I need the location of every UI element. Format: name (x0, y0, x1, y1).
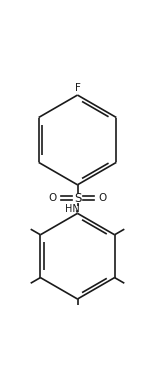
Text: F: F (75, 83, 80, 92)
Text: O: O (99, 193, 107, 203)
Text: S: S (74, 191, 81, 205)
Text: HN: HN (65, 204, 80, 214)
Text: O: O (48, 193, 56, 203)
